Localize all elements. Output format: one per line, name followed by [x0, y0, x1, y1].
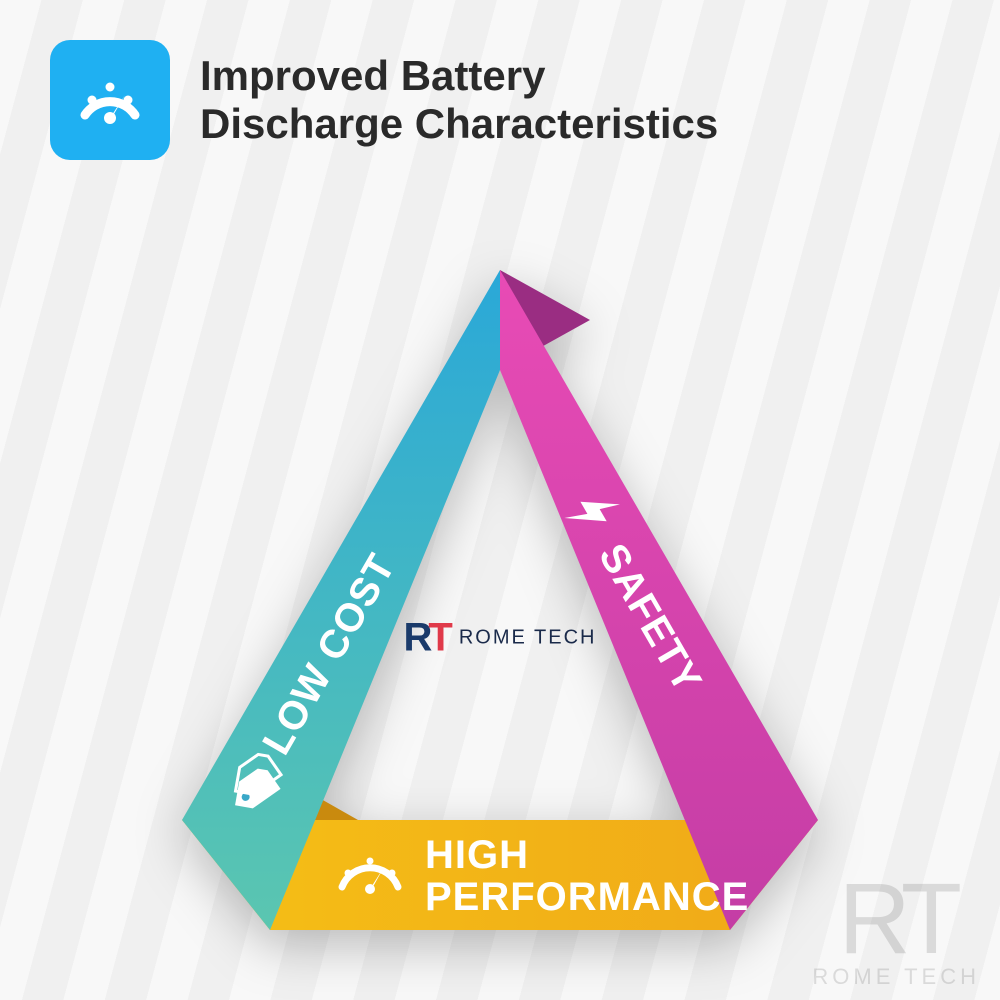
watermark: RT ROME TECH: [812, 879, 980, 990]
header: Improved Battery Discharge Characteristi…: [0, 0, 1000, 160]
logo-text: ROME TECH: [459, 626, 597, 649]
feature-triangle: LOW COST SAFETY HIGH PERFORMANCE RT ROME…: [120, 250, 880, 930]
center-brand-logo: RT ROME TECH: [404, 615, 597, 660]
title-line-2: Discharge Characteristics: [200, 100, 718, 148]
bottom-label-line1: HIGH: [425, 833, 529, 877]
bottom-label-line2: PERFORMANCE: [425, 875, 749, 919]
watermark-mark: RT: [812, 879, 980, 959]
logo-mark: RT: [404, 615, 449, 660]
watermark-text: ROME TECH: [812, 964, 980, 990]
speedometer-icon: [50, 40, 170, 160]
title-line-1: Improved Battery: [200, 52, 718, 100]
page-title: Improved Battery Discharge Characteristi…: [200, 52, 718, 149]
